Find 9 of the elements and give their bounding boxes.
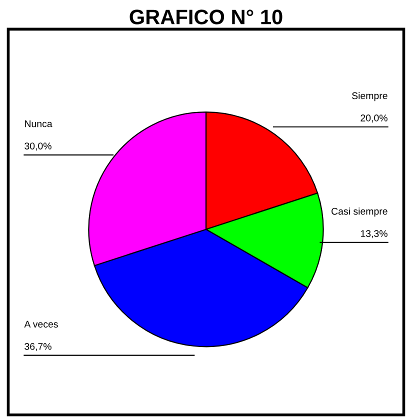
chart-title: GRAFICO N° 10 (130, 10, 282, 24)
slice-label: Nunca (25, 120, 52, 128)
data-label: 36,7% (24, 343, 52, 352)
data-label: 13,3% (360, 230, 388, 238)
slice-label: A veces (24, 320, 58, 328)
slice-label: Siempre (352, 92, 388, 102)
data-label: 20,0% (360, 114, 388, 123)
slice-label: Casi siempre (332, 208, 388, 217)
data-label: 30,0% (24, 142, 52, 151)
